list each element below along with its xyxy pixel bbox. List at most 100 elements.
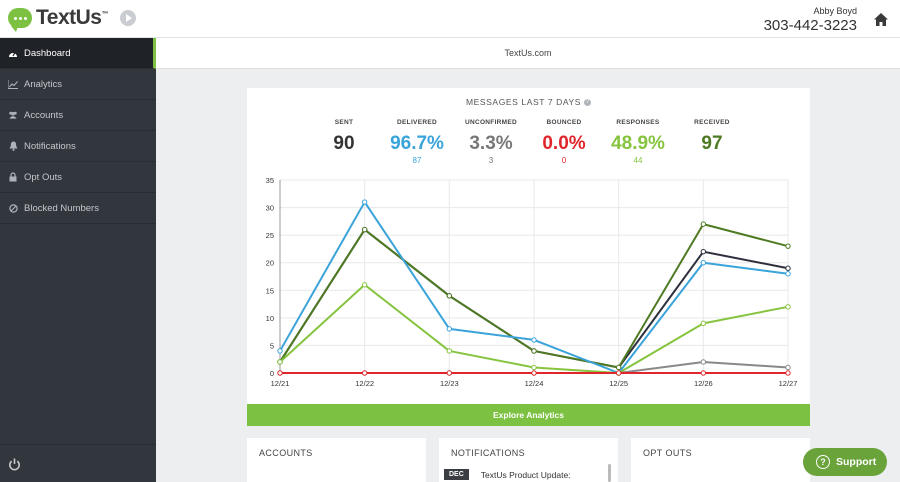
- y-tick-label: 35: [266, 176, 274, 185]
- y-tick-label: 10: [266, 314, 274, 323]
- notification-item[interactable]: DEC TextUs Product Update:: [444, 469, 571, 480]
- data-point: [531, 337, 537, 343]
- stat-count: 0: [561, 156, 567, 165]
- x-tick-label: 12/22: [355, 379, 374, 388]
- data-point: [785, 271, 791, 277]
- site-name: TextUs.com: [504, 48, 552, 58]
- scrollbar[interactable]: [608, 464, 611, 482]
- play-icon[interactable]: [120, 10, 136, 26]
- notifications-panel: NOTIFICATIONS DEC TextUs Product Update:: [439, 438, 618, 482]
- x-tick-label: 12/21: [271, 379, 290, 388]
- top-header: TextUs™ Abby Boyd 303-442-3223: [0, 0, 900, 38]
- stat-bounced: BOUNCED 0.0% 0: [524, 119, 604, 165]
- stat-unconfirmed: UNCONFIRMED 3.3% 3: [451, 119, 531, 165]
- data-point: [277, 359, 283, 365]
- data-point: [700, 320, 707, 327]
- notification-text: TextUs Product Update:: [480, 469, 571, 480]
- stat-count: 44: [633, 156, 643, 165]
- line-chart-icon: [8, 79, 18, 89]
- stat-label: RECEIVED: [694, 119, 730, 126]
- stat-label: DELIVERED: [397, 119, 437, 126]
- data-point: [446, 370, 453, 376]
- data-point: [446, 348, 453, 354]
- user-info: Abby Boyd 303-442-3223: [764, 6, 857, 34]
- chat-bubble-icon: [8, 8, 32, 32]
- sidebar: Dashboard Analytics Accounts Notificatio…: [0, 38, 156, 482]
- sidebar-item-label: Analytics: [24, 78, 63, 90]
- data-point: [615, 364, 622, 371]
- data-point: [361, 282, 368, 288]
- data-point: [446, 293, 453, 299]
- stat-label: SENT: [334, 119, 354, 126]
- sidebar-item-accounts[interactable]: Accounts: [0, 100, 156, 131]
- stat-count: 3: [488, 156, 494, 165]
- y-tick-label: 15: [266, 286, 274, 295]
- question-icon: ?: [816, 455, 830, 469]
- stat-value: 97: [701, 133, 723, 154]
- dashboard-icon: [8, 48, 18, 58]
- support-button[interactable]: ? Support: [803, 448, 887, 476]
- accounts-panel: ACCOUNTS: [247, 438, 426, 482]
- users-icon: [8, 110, 18, 120]
- data-point: [361, 370, 368, 376]
- data-point: [446, 326, 453, 332]
- opt-outs-panel: OPT OUTS: [631, 438, 810, 482]
- x-tick-label: 12/25: [609, 379, 628, 388]
- user-phone: 303-442-3223: [763, 17, 857, 34]
- stat-label: RESPONSES: [616, 119, 660, 126]
- data-point: [700, 221, 707, 227]
- x-tick-label: 12/24: [525, 379, 544, 388]
- logo-text: TextUs™: [36, 6, 108, 29]
- y-tick-label: 25: [266, 231, 274, 240]
- data-point: [531, 364, 537, 371]
- explore-analytics-button[interactable]: Explore Analytics: [247, 404, 810, 426]
- stat-sent: SENT 90: [304, 119, 384, 155]
- data-point: [785, 243, 791, 249]
- textus-logo[interactable]: TextUs™: [8, 6, 108, 32]
- stat-value: 3.3%: [469, 133, 513, 154]
- sidebar-footer: [0, 444, 156, 482]
- data-point: [531, 348, 537, 354]
- sidebar-item-analytics[interactable]: Analytics: [0, 69, 156, 100]
- lock-icon: [8, 172, 18, 182]
- stat-value: 0.0%: [542, 133, 586, 154]
- panel-title: ACCOUNTS: [259, 448, 313, 458]
- stat-responses: RESPONSES 48.9% 44: [598, 119, 678, 165]
- sidebar-item-label: Blocked Numbers: [24, 202, 99, 214]
- data-point: [785, 304, 791, 310]
- sidebar-item-blocked-numbers[interactable]: Blocked Numbers: [0, 193, 156, 224]
- support-label: Support: [836, 456, 877, 468]
- sidebar-item-notifications[interactable]: Notifications: [0, 131, 156, 162]
- x-tick-label: 12/27: [779, 379, 798, 388]
- stat-received: RECEIVED 97: [672, 119, 752, 155]
- stat-delivered: DELIVERED 96.7% 87: [377, 119, 457, 165]
- data-point: [531, 370, 537, 376]
- data-point: [615, 370, 622, 376]
- data-point: [700, 370, 707, 376]
- sidebar-item-label: Dashboard: [24, 47, 71, 59]
- stat-label: UNCONFIRMED: [464, 119, 518, 126]
- messages-line-chart: 0 5 10 15 20 25 30 35 12/21 12/22 12/23 12/24 12/25 1…: [266, 176, 798, 388]
- user-name: Abby Boyd: [813, 6, 857, 16]
- card-title-text: MESSAGES LAST 7 DAYS: [465, 97, 582, 107]
- sidebar-item-dashboard[interactable]: Dashboard: [0, 38, 156, 69]
- home-icon[interactable]: [874, 13, 888, 26]
- sidebar-item-label: Opt Outs: [24, 171, 63, 183]
- stat-value: 96.7%: [390, 133, 444, 154]
- data-point: [361, 199, 368, 205]
- bell-icon: [8, 141, 18, 151]
- stat-label: BOUNCED: [546, 119, 582, 126]
- data-point: [785, 370, 791, 376]
- help-icon[interactable]: ?: [584, 99, 592, 107]
- x-tick-label: 12/26: [694, 379, 713, 388]
- sidebar-item-opt-outs[interactable]: Opt Outs: [0, 162, 156, 193]
- panel-title: NOTIFICATIONS: [451, 448, 526, 458]
- data-point: [277, 370, 283, 376]
- power-icon[interactable]: [8, 458, 21, 471]
- ban-icon: [8, 203, 18, 213]
- y-tick-label: 5: [270, 341, 274, 350]
- date-badge: DEC: [444, 469, 469, 480]
- site-bar: TextUs.com: [156, 38, 900, 69]
- messages-summary-card: MESSAGES LAST 7 DAYS ? SENT 90 DELIVERED…: [247, 88, 810, 404]
- y-tick-label: 0: [270, 369, 274, 378]
